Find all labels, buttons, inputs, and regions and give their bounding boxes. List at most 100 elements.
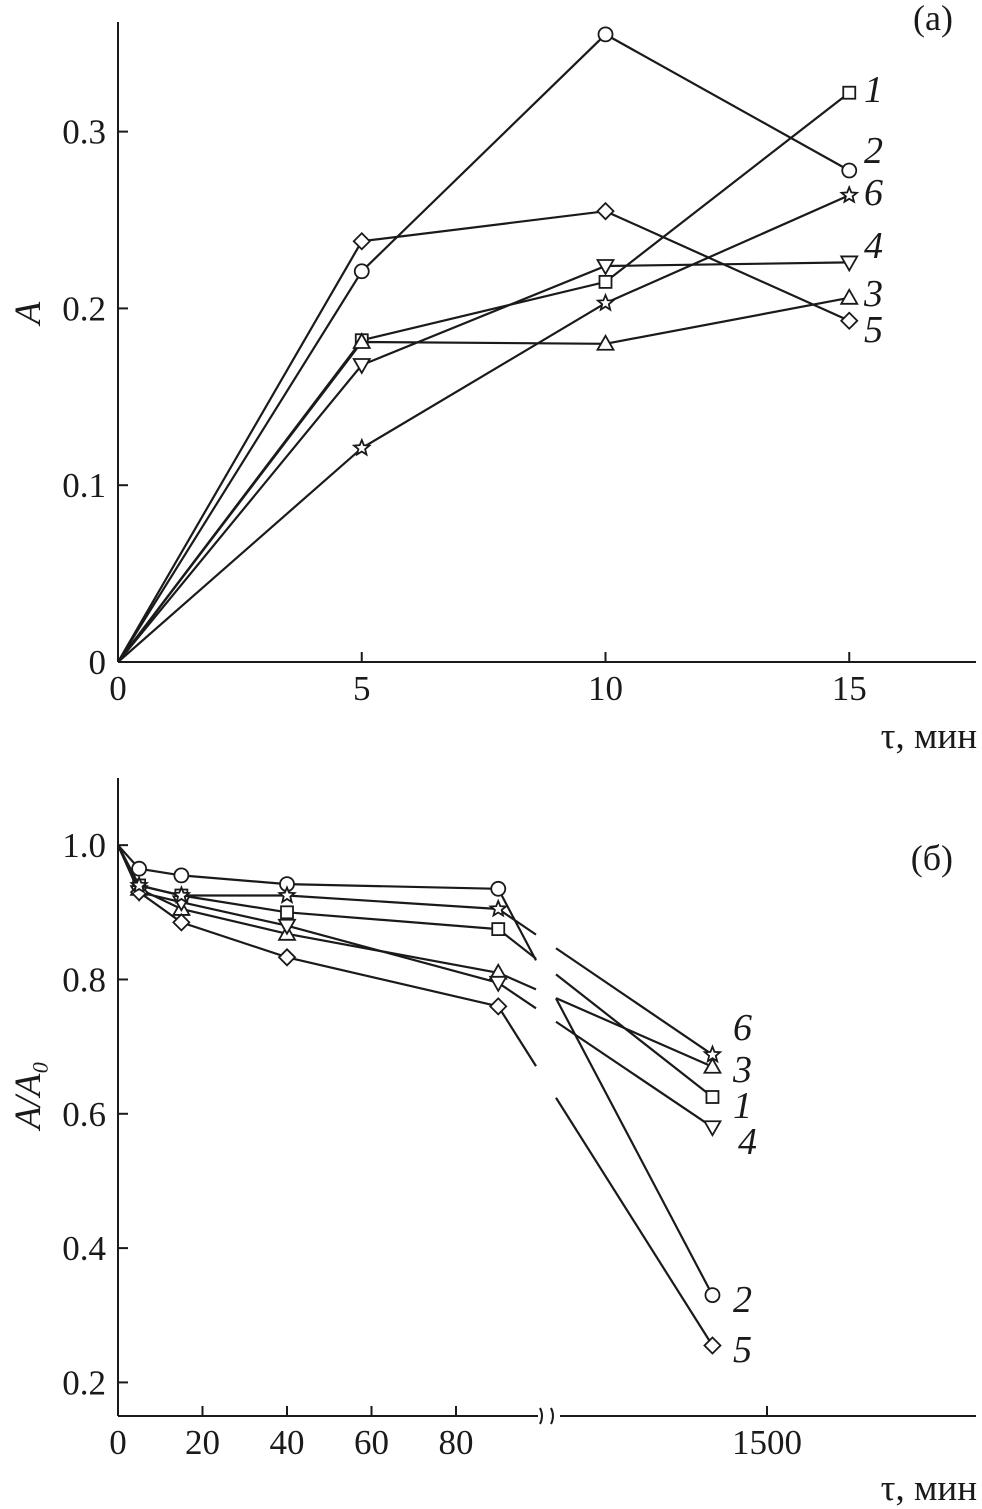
panel-b-data-point xyxy=(173,867,190,884)
panel-a-x-tick-label: 15 xyxy=(832,669,867,708)
panel-b-data-point xyxy=(490,880,507,897)
panel-b-series-label: 3 xyxy=(732,1049,752,1091)
panel-a-x-tick-label: 5 xyxy=(353,669,371,708)
panel-b-data-point xyxy=(172,913,191,932)
panel-a-data-point xyxy=(595,292,616,312)
panel-b-series-line-break-right xyxy=(555,997,713,1068)
panel-b-series-line-break-right xyxy=(555,973,714,1098)
panel-b-data-point xyxy=(277,918,297,936)
panel-a-data-point xyxy=(839,287,859,305)
panel-b-chart: (б) τ, мин A/A₀ 0 20 40 60 80 1500 0.2 0.4 0.6 0.… xyxy=(8,778,977,1509)
panel-a-series-line xyxy=(117,91,850,663)
panel-b-series-line-break-left xyxy=(497,981,537,1010)
panel-a-data-point xyxy=(839,184,860,204)
panel-b-series-line xyxy=(117,844,499,890)
panel-a-data-point xyxy=(596,201,615,221)
panel-b-series-5 xyxy=(116,844,722,1355)
panel-a-data-point xyxy=(595,259,616,276)
panel-a-series-line xyxy=(117,33,850,663)
panel-a-series-4 xyxy=(117,255,859,663)
panel-b-data-point xyxy=(705,1090,720,1104)
panel-a-data-point xyxy=(597,26,614,43)
panel-b-x-tick-label: 0 xyxy=(109,1423,127,1462)
panel-b-y-tick-label: 0.2 xyxy=(62,1363,106,1402)
panel-a-series-label: 5 xyxy=(864,309,883,351)
panel-b-x-tick-label: 1500 xyxy=(732,1423,802,1462)
panel-a-series-6 xyxy=(117,184,860,663)
panel-a-data-point xyxy=(352,358,372,375)
panel-a-data-point xyxy=(353,263,370,280)
panel-b-series-line-break-right xyxy=(555,947,714,1056)
panel-b-series-label: 2 xyxy=(733,1279,752,1321)
panel-a-x-tick-label: 0 xyxy=(109,669,127,708)
panel-a-y-axis-label: A xyxy=(8,301,49,327)
panel-b-y-tick-label: 0.8 xyxy=(62,960,106,999)
panel-b-series-label: 1 xyxy=(733,1085,752,1127)
panel-b-x-axis-label: τ, мин xyxy=(881,1468,977,1509)
panel-a-data-point xyxy=(351,437,372,457)
panel-a-data-point xyxy=(839,255,859,273)
panel-b-data-point xyxy=(704,1287,721,1304)
panel-b-series-line xyxy=(117,844,499,974)
panel-a-series-line xyxy=(117,210,850,663)
panel-a-series-label: 2 xyxy=(864,130,883,172)
panel-a-data-point xyxy=(595,333,616,351)
panel-a-data-point xyxy=(352,332,372,349)
panel-b-series-6 xyxy=(117,844,723,1064)
panel-a-series-label: 4 xyxy=(864,225,883,267)
panel-b-x-tick-label: 40 xyxy=(270,1423,305,1462)
panel-a-series-5 xyxy=(117,201,859,663)
panel-b-series-line-break-right xyxy=(555,997,714,1296)
panel-b-data-point xyxy=(702,1044,723,1064)
panel-b-y-tick-label: 1.0 xyxy=(62,826,106,865)
panel-a-data-point xyxy=(842,85,857,100)
panel-b-data-point xyxy=(277,948,297,967)
panel-b-series-line-break-right xyxy=(555,1097,714,1347)
panel-b-data-point xyxy=(703,1336,722,1355)
panel-b-y-axis-label: A/A₀ xyxy=(8,1061,49,1132)
axis-break-icon xyxy=(538,1407,560,1425)
panel-a-series-line xyxy=(117,296,850,663)
panel-a-data-point xyxy=(598,274,613,289)
panel-b-data-point xyxy=(171,885,192,904)
panel-a-label: (a) xyxy=(913,0,953,38)
panel-b-data-point xyxy=(488,975,508,993)
panel-b-series-label: 6 xyxy=(733,1007,752,1049)
panel-a-y-tick-label: 0.2 xyxy=(62,289,106,328)
panel-b-series-3 xyxy=(117,844,723,1074)
panel-b-series-line-break-right xyxy=(555,1020,714,1129)
panel-a-series-line xyxy=(117,261,850,663)
panel-b-data-point xyxy=(280,905,294,920)
panel-a-series-label: 3 xyxy=(863,273,883,315)
panel-a-series-line xyxy=(117,194,850,663)
panel-b-series-line-break-left xyxy=(497,888,537,961)
panel-b-series-2 xyxy=(117,844,721,1304)
panel-b-y-tick-label: 0.6 xyxy=(62,1095,106,1134)
panel-a-y-tick-label: 0.3 xyxy=(62,113,106,152)
panel-b-data-point xyxy=(491,922,506,937)
panel-a-x-tick-label: 10 xyxy=(588,669,623,708)
panel-b-data-point xyxy=(277,885,297,904)
panel-b-data-point xyxy=(488,898,509,918)
panel-a-data-point xyxy=(352,231,372,251)
panel-a-series-2 xyxy=(117,26,858,663)
panel-b-x-tick-label: 80 xyxy=(439,1423,474,1462)
panel-b-series-label: 5 xyxy=(733,1329,752,1371)
panel-b-label: (б) xyxy=(911,838,953,878)
panel-b-series-line xyxy=(116,844,499,1008)
panel-a-x-axis-label: τ, мин xyxy=(881,716,977,757)
panel-b-x-tick-label: 60 xyxy=(354,1423,389,1462)
panel-b-data-point xyxy=(702,1056,723,1074)
panel-b-x-tick-label: 20 xyxy=(185,1423,220,1462)
panel-b-data-point xyxy=(131,860,148,877)
panel-a-chart: (a) τ, мин A 0 5 10 15 0 0.1 0.2 0.3 1 2 3 4 5 6 xyxy=(8,0,977,757)
panel-a-series-3 xyxy=(117,287,859,663)
panel-b-series-label: 4 xyxy=(738,1121,757,1163)
panel-b-y-tick-label: 0.4 xyxy=(62,1229,106,1268)
panel-b-series-line-break-left xyxy=(497,1005,537,1067)
panel-b-series-1 xyxy=(117,844,720,1104)
panel-a-y-tick-label: 0 xyxy=(89,643,107,682)
panel-b-data-point xyxy=(488,997,508,1016)
panel-b-series-4 xyxy=(116,844,723,1138)
